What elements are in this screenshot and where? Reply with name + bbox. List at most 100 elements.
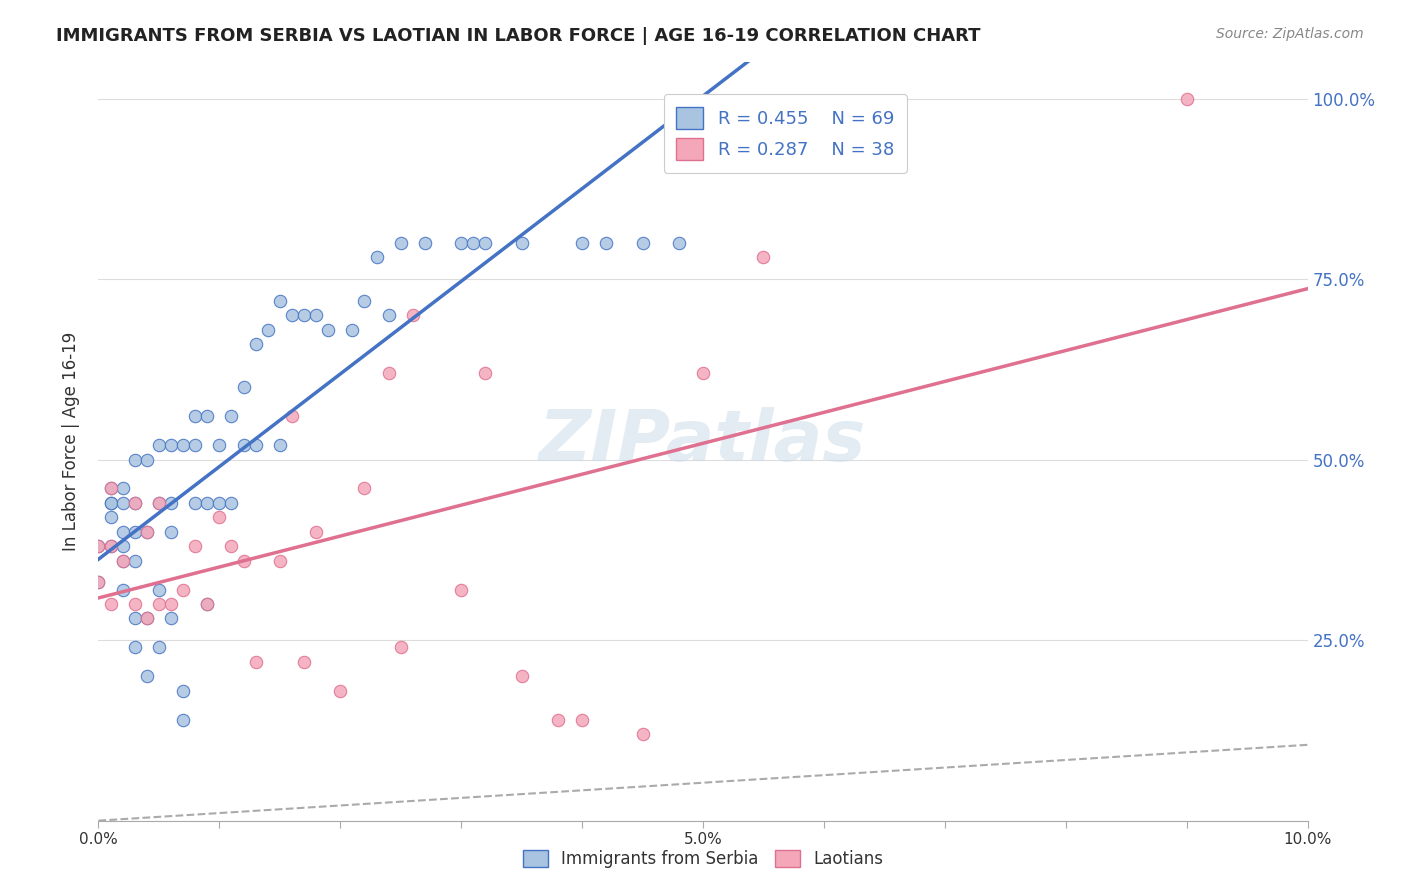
Point	[124, 496, 146, 510]
Point	[172, 582, 194, 597]
Point	[208, 510, 231, 524]
Point	[160, 611, 183, 625]
Point	[389, 235, 412, 250]
Legend: Immigrants from Serbia, Laotians: Immigrants from Serbia, Laotians	[516, 843, 890, 875]
Point	[172, 683, 194, 698]
Point	[148, 438, 170, 452]
Point	[245, 438, 267, 452]
Point	[221, 496, 243, 510]
Point	[184, 438, 207, 452]
Point	[87, 539, 110, 553]
Point	[124, 597, 146, 611]
Point	[463, 235, 485, 250]
Point	[329, 683, 352, 698]
Point	[100, 539, 122, 553]
Point	[100, 510, 122, 524]
Point	[100, 539, 122, 553]
Point	[111, 482, 134, 496]
Point	[631, 235, 654, 250]
Point	[292, 308, 315, 322]
Point	[292, 655, 315, 669]
Point	[148, 597, 170, 611]
Point	[160, 524, 183, 539]
Point	[148, 496, 170, 510]
Point	[135, 452, 157, 467]
Point	[135, 669, 157, 683]
Point	[366, 251, 388, 265]
Point	[100, 482, 122, 496]
Point	[595, 235, 617, 250]
Point	[111, 524, 134, 539]
Point	[111, 539, 134, 553]
Point	[208, 496, 231, 510]
Point	[668, 235, 690, 250]
Point	[353, 293, 375, 308]
Point	[269, 438, 291, 452]
Point	[124, 640, 146, 655]
Point	[148, 496, 170, 510]
Y-axis label: In Labor Force | Age 16-19: In Labor Force | Age 16-19	[62, 332, 80, 551]
Point	[232, 380, 254, 394]
Point	[111, 582, 134, 597]
Point	[195, 496, 218, 510]
Point	[100, 496, 122, 510]
Point	[245, 337, 267, 351]
Point	[571, 235, 593, 250]
Point	[160, 597, 183, 611]
Point	[377, 366, 399, 380]
Point	[135, 611, 157, 625]
Point	[342, 323, 364, 337]
Point	[752, 251, 775, 265]
Point	[221, 539, 243, 553]
Point	[269, 554, 291, 568]
Point	[135, 611, 157, 625]
Point	[474, 366, 496, 380]
Point	[377, 308, 399, 322]
Point	[474, 235, 496, 250]
Point	[111, 554, 134, 568]
Point	[184, 496, 207, 510]
Point	[160, 496, 183, 510]
Point	[208, 438, 231, 452]
Text: ZIPatlas: ZIPatlas	[540, 407, 866, 476]
Point	[100, 496, 122, 510]
Point	[245, 655, 267, 669]
Point	[402, 308, 425, 322]
Point	[450, 235, 472, 250]
Point	[631, 727, 654, 741]
Point	[124, 496, 146, 510]
Point	[195, 409, 218, 424]
Point	[148, 640, 170, 655]
Point	[195, 597, 218, 611]
Point	[111, 554, 134, 568]
Point	[172, 713, 194, 727]
Point	[87, 575, 110, 590]
Point	[221, 409, 243, 424]
Point	[450, 582, 472, 597]
Point	[692, 366, 714, 380]
Point	[305, 308, 328, 322]
Text: Source: ZipAtlas.com: Source: ZipAtlas.com	[1216, 27, 1364, 41]
Point	[135, 524, 157, 539]
Point	[100, 482, 122, 496]
Point	[256, 323, 278, 337]
Point	[124, 611, 146, 625]
Point	[195, 597, 218, 611]
Point	[305, 524, 328, 539]
Point	[87, 539, 110, 553]
Point	[124, 452, 146, 467]
Text: IMMIGRANTS FROM SERBIA VS LAOTIAN IN LABOR FORCE | AGE 16-19 CORRELATION CHART: IMMIGRANTS FROM SERBIA VS LAOTIAN IN LAB…	[56, 27, 981, 45]
Point	[316, 323, 339, 337]
Point	[184, 539, 207, 553]
Point	[389, 640, 412, 655]
Point	[571, 713, 593, 727]
Point	[269, 293, 291, 308]
Point	[510, 235, 533, 250]
Point	[510, 669, 533, 683]
Point	[413, 235, 436, 250]
Point	[547, 713, 569, 727]
Point	[281, 308, 304, 322]
Point	[232, 554, 254, 568]
Point	[100, 597, 122, 611]
Point	[135, 524, 157, 539]
